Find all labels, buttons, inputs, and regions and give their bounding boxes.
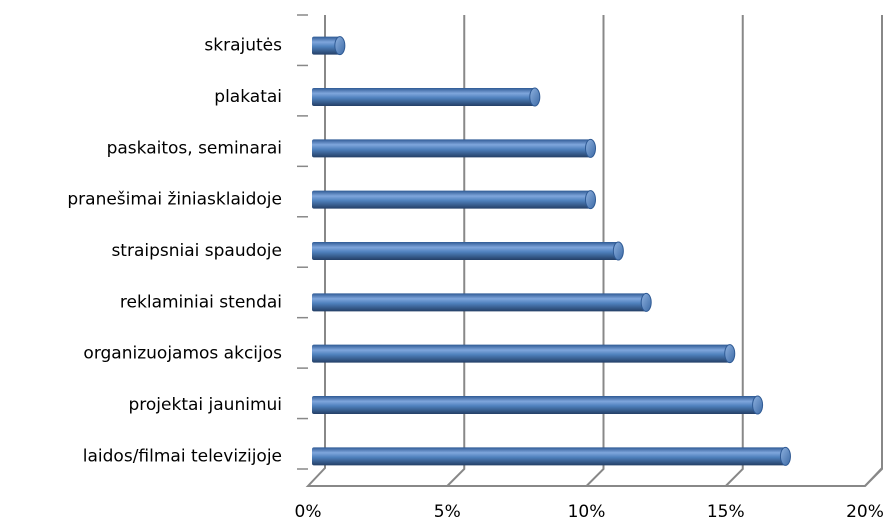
bar-part xyxy=(724,344,736,364)
bar xyxy=(312,241,624,261)
bar-part xyxy=(779,446,791,466)
y-tick-label: straipsniai spaudoje xyxy=(111,241,282,261)
y-tick-label: projektai jaunimui xyxy=(128,395,282,415)
bar-part xyxy=(312,396,758,414)
bar xyxy=(312,446,791,466)
bar xyxy=(312,344,736,364)
bar xyxy=(312,292,652,312)
grid-line xyxy=(585,15,605,487)
bar-part xyxy=(612,241,624,261)
bar-part xyxy=(585,138,596,158)
grid-line xyxy=(864,15,883,487)
y-tick-label: pranešimai žiniasklaidoje xyxy=(67,190,282,210)
bar-part xyxy=(312,447,786,466)
bar-part xyxy=(640,292,652,312)
bar-part xyxy=(312,344,730,363)
bar-part xyxy=(312,242,619,260)
y-tick-label: paskaitos, seminarai xyxy=(107,138,282,158)
bar-part xyxy=(312,293,647,312)
grid-line xyxy=(446,15,466,487)
bar xyxy=(312,36,346,56)
bar xyxy=(312,138,596,158)
x-tick-label: 0% xyxy=(295,502,322,522)
bar-part xyxy=(312,139,591,158)
x-tick-label: 20% xyxy=(846,502,884,522)
bar-part xyxy=(334,36,346,56)
bar-part xyxy=(752,395,764,415)
bar-part xyxy=(312,190,591,209)
y-tick-label: reklaminiai stendai xyxy=(120,292,282,312)
bar-part xyxy=(312,88,535,106)
y-tick-label: skrajutės xyxy=(204,36,282,56)
x-tick-label: 5% xyxy=(434,502,461,522)
x-tick-label: 15% xyxy=(707,502,745,522)
bar-part xyxy=(585,190,596,210)
bar-part xyxy=(312,36,340,55)
bar xyxy=(312,87,541,107)
y-tick-label: organizuojamos akcijos xyxy=(83,344,282,364)
bar-part xyxy=(529,87,541,107)
y-tick-label: plakatai xyxy=(214,87,282,107)
bar xyxy=(312,395,764,415)
x-tick-label: 10% xyxy=(568,502,606,522)
y-tick-label: laidos/filmai televizijoje xyxy=(83,446,282,466)
bar xyxy=(312,190,596,210)
grid-line xyxy=(725,15,744,487)
